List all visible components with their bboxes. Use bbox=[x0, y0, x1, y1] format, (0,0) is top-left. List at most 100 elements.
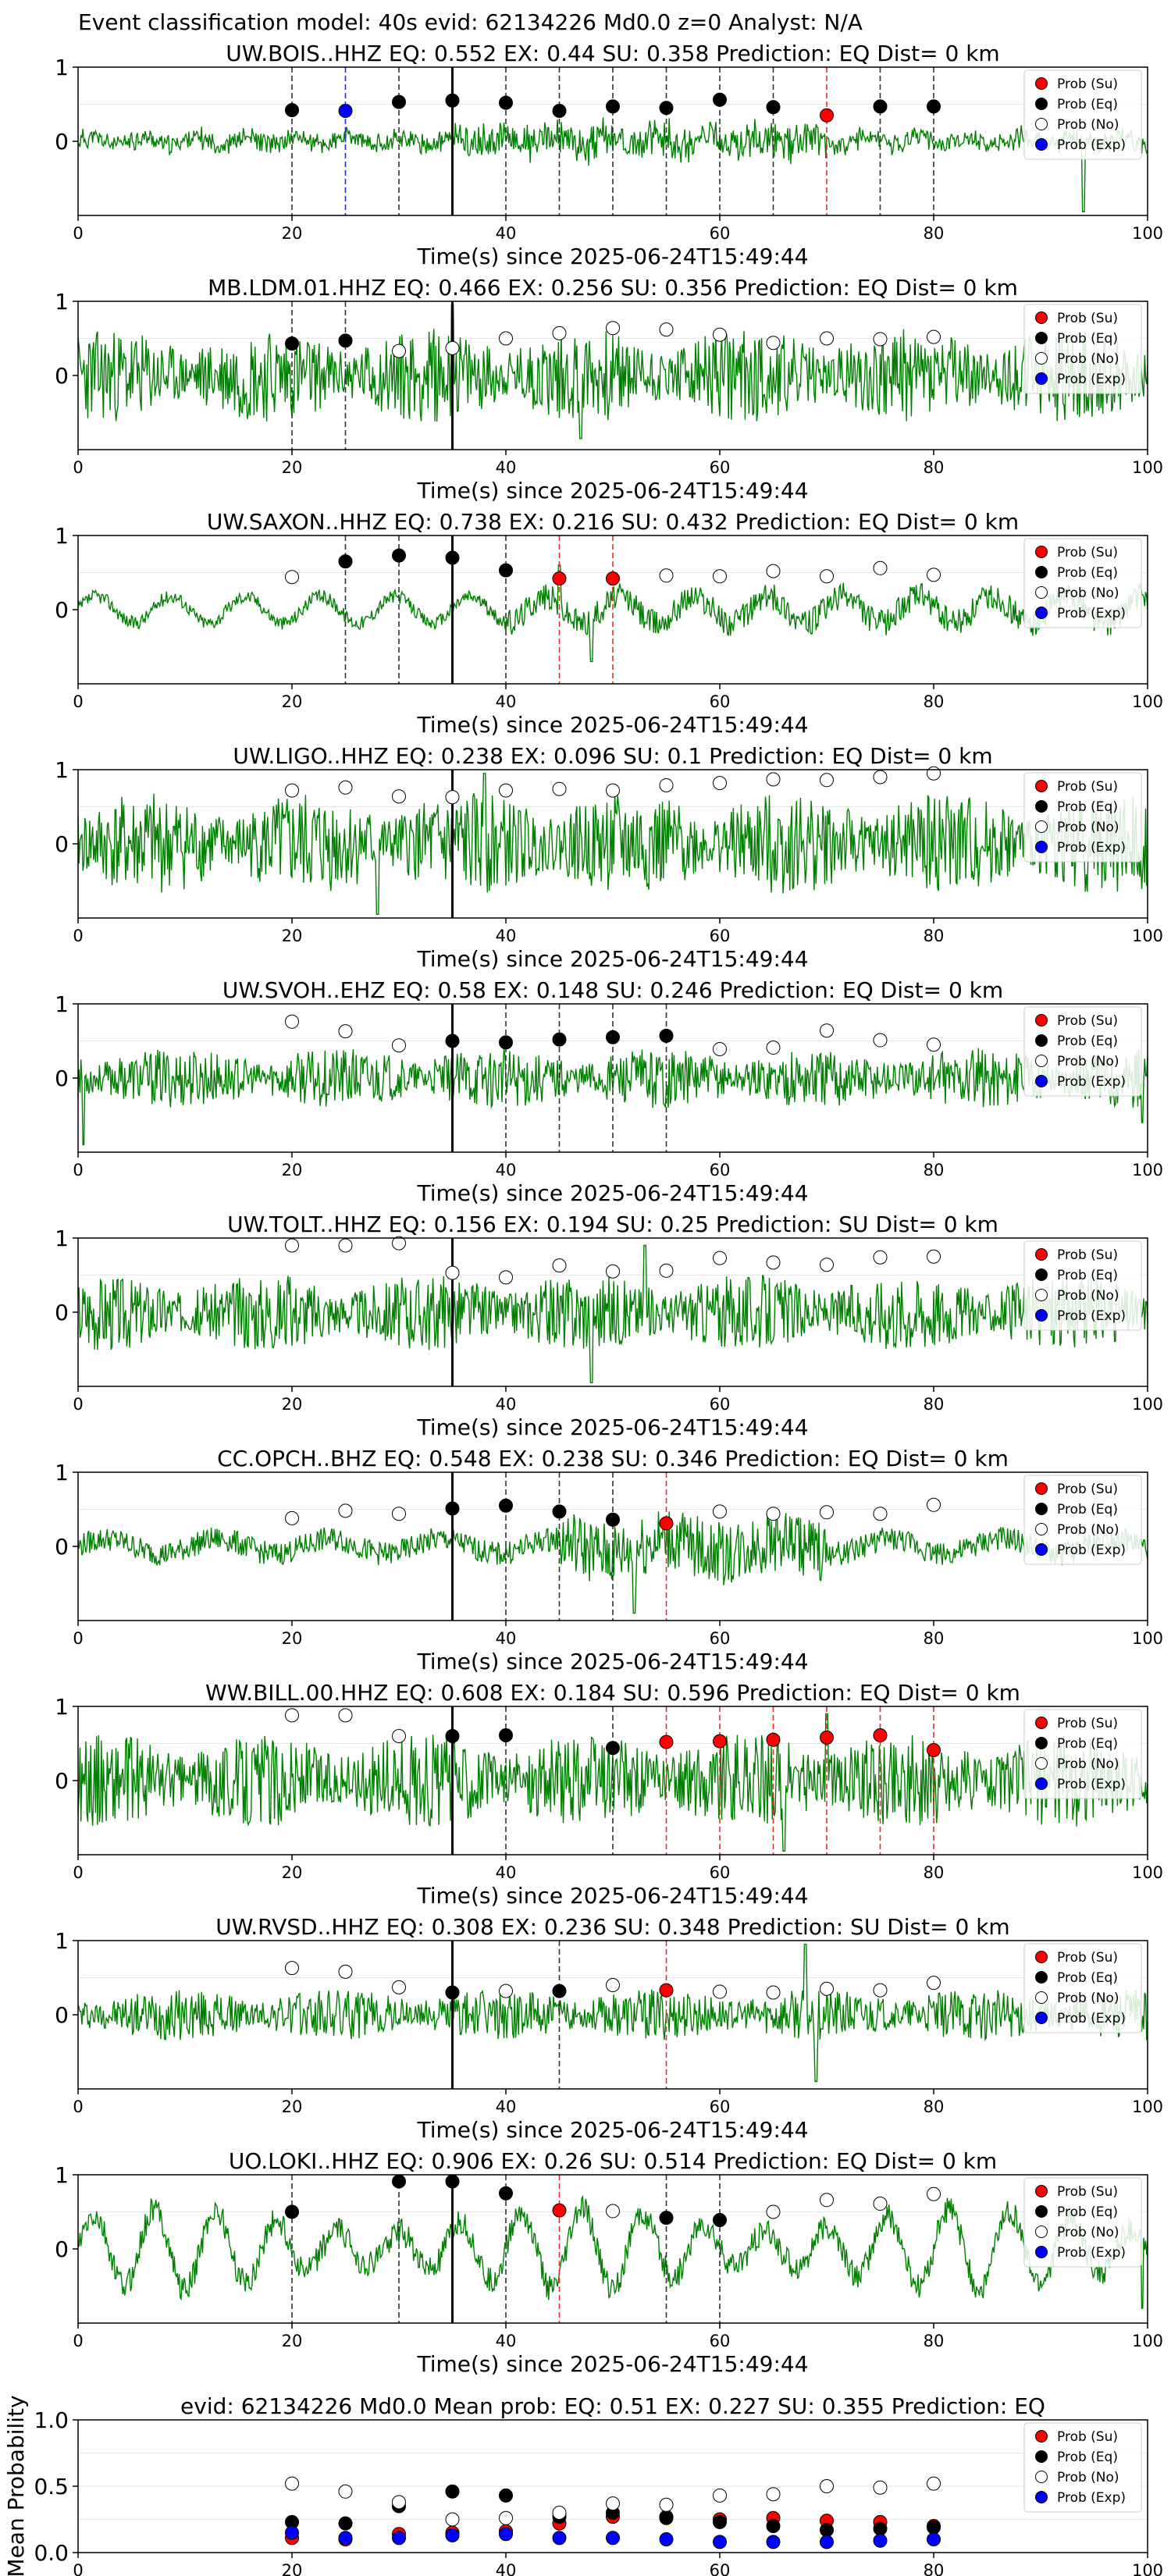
panel-6-title: CC.OPCH..BHZ EQ: 0.548 EX: 0.238 SU: 0.3… bbox=[217, 1446, 1009, 1471]
panel-6: CC.OPCH..BHZ EQ: 0.548 EX: 0.238 SU: 0.3… bbox=[55, 1446, 1163, 1674]
panel-8-legend-label-exp: Prob (Exp) bbox=[1057, 2011, 1126, 2026]
panel-1-marker-5 bbox=[552, 326, 567, 340]
panel-9-marker-5 bbox=[606, 2204, 620, 2218]
panel-4-marker-10 bbox=[820, 1023, 834, 1038]
panel-6-ytick-label-0: 0 bbox=[55, 1534, 69, 1560]
panel-10-xtick-label-0: 0 bbox=[73, 2561, 83, 2576]
panel-0: UW.BOIS..HHZ EQ: 0.552 EX: 0.44 SU: 0.35… bbox=[55, 41, 1163, 269]
summary-series-no-point-8 bbox=[713, 2488, 727, 2503]
panel-4-ytick-label-0: 0 bbox=[55, 1066, 69, 1091]
panel-2-legend-box bbox=[1023, 538, 1142, 628]
panel-9-legend-label-exp: Prob (Exp) bbox=[1057, 2245, 1126, 2261]
summary-series-eq-point-7 bbox=[659, 2510, 674, 2525]
panel-2-marker-4 bbox=[499, 563, 513, 578]
panel-8-marker-7 bbox=[659, 1983, 674, 1998]
panel-5-xtick-label-1: 20 bbox=[282, 1395, 303, 1414]
panel-3-marker-0 bbox=[285, 783, 299, 798]
panel-4-marker-4 bbox=[499, 1035, 513, 1050]
panel-3-legend-marker-exp bbox=[1035, 841, 1048, 853]
panel-1-marker-0 bbox=[285, 336, 299, 351]
panel-4-marker-6 bbox=[606, 1030, 620, 1044]
panel-2-legend-marker-su bbox=[1035, 546, 1048, 558]
panel-6-legend-label-eq: Prob (Eq) bbox=[1057, 1502, 1118, 1517]
panel-7-legend-marker-exp bbox=[1035, 1777, 1048, 1790]
panel-10-ytick-label-1: 0.5 bbox=[34, 2474, 69, 2500]
summary-series-eq-point-11 bbox=[873, 2521, 888, 2536]
panel-1-marker-9 bbox=[766, 336, 781, 350]
panel-3-marker-3 bbox=[445, 790, 460, 805]
panel-3-legend-label-su: Prob (Su) bbox=[1057, 779, 1118, 795]
panel-4-ytick-label-1: 1 bbox=[55, 991, 69, 1017]
panel-6-legend-box bbox=[1023, 1475, 1142, 1565]
panel-5-marker-11 bbox=[873, 1250, 888, 1265]
panel-4-marker-3 bbox=[445, 1034, 460, 1048]
summary-series-exp-point-8 bbox=[713, 2535, 727, 2549]
panel-4: UW.SVOH..EHZ EQ: 0.58 EX: 0.148 SU: 0.24… bbox=[55, 977, 1163, 1206]
panel-1-xtick-label-4: 80 bbox=[924, 458, 945, 477]
panel-7-ytick-label-0: 0 bbox=[55, 1768, 69, 1794]
panel-7-marker-2 bbox=[392, 1729, 406, 1743]
panel-2-marker-12 bbox=[927, 568, 941, 582]
panel-6-legend-label-exp: Prob (Exp) bbox=[1057, 1542, 1126, 1558]
panel-3-xtick-label-1: 20 bbox=[282, 927, 303, 945]
panel-8-legend-marker-no bbox=[1035, 1991, 1048, 2004]
panel-6-waveform bbox=[77, 1507, 1148, 1614]
panel-0-marker-4 bbox=[499, 95, 513, 110]
panel-2-marker-6 bbox=[606, 571, 620, 586]
panel-2-marker-1 bbox=[338, 554, 353, 569]
panel-8-xtick-label-0: 0 bbox=[73, 2097, 83, 2116]
panel-4-xtick-label-4: 80 bbox=[924, 1161, 945, 1179]
summary-series-exp-point-7 bbox=[659, 2532, 674, 2546]
summary-series-exp-point-1 bbox=[338, 2531, 353, 2546]
panel-9-marker-4 bbox=[552, 2203, 567, 2218]
panel-9-ytick-label-1: 1 bbox=[55, 2162, 69, 2188]
panel-4-legend-marker-no bbox=[1035, 1055, 1048, 1067]
panel-2-ytick-label-0: 0 bbox=[55, 597, 69, 623]
panel-3-legend-box bbox=[1023, 772, 1142, 863]
panel-3-legend-label-no: Prob (No) bbox=[1057, 820, 1119, 835]
panel-10-legend-label-no: Prob (No) bbox=[1057, 2470, 1119, 2485]
panel-5-marker-10 bbox=[820, 1258, 834, 1272]
panel-7-xtick-label-1: 20 bbox=[282, 1863, 303, 1882]
panel-6-marker-8 bbox=[713, 1504, 727, 1519]
panel-2: UW.SAXON..HHZ EQ: 0.738 EX: 0.216 SU: 0.… bbox=[55, 509, 1163, 738]
panel-6-legend-marker-su bbox=[1035, 1482, 1048, 1495]
panel-1-marker-8 bbox=[713, 327, 727, 342]
panel-1-legend-label-su: Prob (Su) bbox=[1057, 311, 1118, 326]
panel-1-legend-marker-no bbox=[1035, 352, 1048, 365]
panel-2-marker-3 bbox=[445, 550, 460, 565]
summary-series-exp-point-9 bbox=[766, 2535, 781, 2549]
panel-3-marker-1 bbox=[338, 780, 353, 795]
panel-3-legend-label-exp: Prob (Exp) bbox=[1057, 840, 1126, 856]
panel-10-legend-marker-eq bbox=[1035, 2450, 1048, 2463]
panel-3-marker-8 bbox=[713, 776, 727, 791]
panel-5-marker-12 bbox=[927, 1249, 941, 1264]
summary-series-no-point-1 bbox=[338, 2484, 353, 2499]
panel-5-marker-2 bbox=[392, 1236, 406, 1251]
panel-4-marker-8 bbox=[713, 1041, 727, 1056]
panel-8-legend-label-eq: Prob (Eq) bbox=[1057, 1970, 1118, 1986]
panel-2-marker-9 bbox=[766, 564, 781, 578]
panel-9-xtick-label-5: 100 bbox=[1132, 2332, 1163, 2350]
panel-3-marker-9 bbox=[766, 772, 781, 787]
panel-10-ytick-label-0: 0.0 bbox=[34, 2540, 69, 2566]
panel-1-marker-4 bbox=[499, 331, 513, 346]
panel-8-marker-12 bbox=[927, 1976, 941, 1991]
panel-5-marker-7 bbox=[659, 1263, 674, 1278]
summary-series-exp-point-4 bbox=[499, 2527, 513, 2542]
panel-7-legend-marker-eq bbox=[1035, 1737, 1048, 1749]
panel-3-xtick-label-0: 0 bbox=[73, 927, 83, 945]
panel-10-legend-label-eq: Prob (Eq) bbox=[1057, 2450, 1118, 2465]
panel-9-ytick-label-0: 0 bbox=[55, 2236, 69, 2262]
panel-5-legend-label-su: Prob (Su) bbox=[1057, 1247, 1118, 1263]
panel-9-marker-2 bbox=[445, 2174, 460, 2189]
panel-8: UW.RVSD..HHZ EQ: 0.308 EX: 0.236 SU: 0.3… bbox=[55, 1914, 1163, 2143]
panel-10-legend-label-su: Prob (Su) bbox=[1057, 2429, 1118, 2445]
panel-7-xtick-label-4: 80 bbox=[924, 1863, 945, 1882]
panel-7-legend-label-no: Prob (No) bbox=[1057, 1756, 1119, 1772]
panel-1-ytick-label-0: 0 bbox=[55, 363, 69, 389]
panel-0-xtick-label-3: 60 bbox=[710, 224, 731, 243]
panel-9-marker-11 bbox=[927, 2186, 941, 2201]
panel-0-legend-box bbox=[1023, 69, 1142, 160]
panel-0-legend-label-su: Prob (Su) bbox=[1057, 76, 1118, 92]
